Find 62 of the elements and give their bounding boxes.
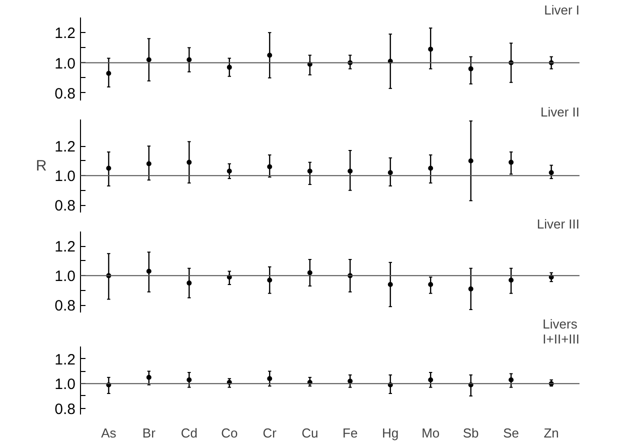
point xyxy=(348,378,353,384)
y-axis-title: R xyxy=(36,158,47,174)
point xyxy=(146,268,152,274)
chart-title: Livers I+II+III xyxy=(542,316,580,346)
point xyxy=(428,377,434,382)
x-tick-label: Se xyxy=(503,426,520,440)
y-tick-label: 0.8 xyxy=(54,198,76,215)
x-tick-label: Cu xyxy=(302,426,318,440)
point xyxy=(428,166,434,171)
point xyxy=(146,161,152,166)
y-tick-label: 1.2 xyxy=(54,351,76,368)
x-tick-label: Cr xyxy=(262,426,278,440)
point xyxy=(428,46,434,52)
x-tick-label: Br xyxy=(142,426,156,440)
point xyxy=(186,377,192,382)
y-tick-label: 0.8 xyxy=(54,400,76,418)
point xyxy=(226,64,232,70)
point xyxy=(508,278,514,283)
point xyxy=(146,57,152,62)
point xyxy=(186,57,192,62)
y-tick-label: 0.8 xyxy=(54,298,76,315)
x-tick-label: Zn xyxy=(544,426,559,440)
x-tick-label: Hg xyxy=(382,426,399,440)
point xyxy=(388,282,393,288)
point xyxy=(186,160,192,165)
point xyxy=(106,166,112,171)
point xyxy=(226,168,232,174)
x-tick-label: Mo xyxy=(422,426,440,440)
chart-title: Liver II xyxy=(540,104,580,120)
point xyxy=(428,282,434,288)
chart-title: Liver III xyxy=(536,216,580,232)
point xyxy=(267,164,272,170)
y-tick-label: 1.0 xyxy=(54,376,76,394)
point xyxy=(508,377,514,382)
y-tick-label: 0.8 xyxy=(54,85,76,102)
y-tick-label: 1.0 xyxy=(54,268,76,286)
point xyxy=(267,52,272,58)
point xyxy=(307,270,312,276)
point xyxy=(348,168,353,174)
point xyxy=(146,374,152,380)
x-tick-label: Cd xyxy=(180,426,198,440)
x-tick-label: Co xyxy=(221,426,238,440)
point xyxy=(508,160,514,165)
point xyxy=(267,278,272,283)
y-tick-label: 1.0 xyxy=(54,168,76,186)
point xyxy=(548,170,554,176)
y-tick-label: 1.2 xyxy=(54,25,76,42)
point xyxy=(468,286,474,292)
x-tick-label: As xyxy=(101,426,117,440)
y-tick-label: 1.2 xyxy=(54,138,76,156)
point xyxy=(388,170,393,176)
point xyxy=(307,168,312,174)
chart-title: Liver I xyxy=(544,2,580,18)
y-tick-label: 1.2 xyxy=(54,238,76,256)
x-tick-label: Fe xyxy=(342,426,358,440)
point xyxy=(106,70,112,76)
point xyxy=(468,66,474,72)
point xyxy=(186,280,192,286)
point xyxy=(267,376,272,382)
point xyxy=(468,158,474,164)
y-tick-label: 1.0 xyxy=(54,55,76,72)
x-tick-label: Sb xyxy=(462,426,479,440)
